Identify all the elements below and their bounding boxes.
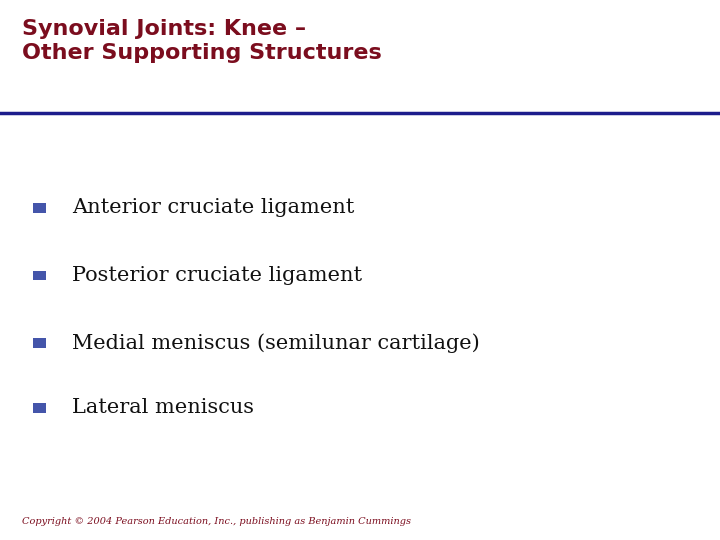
Text: Lateral meniscus: Lateral meniscus	[72, 398, 254, 417]
Text: Medial meniscus (semilunar cartilage): Medial meniscus (semilunar cartilage)	[72, 333, 480, 353]
FancyBboxPatch shape	[33, 203, 46, 213]
Text: Posterior cruciate ligament: Posterior cruciate ligament	[72, 266, 362, 285]
Text: Copyright © 2004 Pearson Education, Inc., publishing as Benjamin Cummings: Copyright © 2004 Pearson Education, Inc.…	[22, 517, 410, 526]
Text: Anterior cruciate ligament: Anterior cruciate ligament	[72, 198, 354, 218]
Text: Synovial Joints: Knee –
Other Supporting Structures: Synovial Joints: Knee – Other Supporting…	[22, 19, 382, 63]
FancyBboxPatch shape	[33, 338, 46, 348]
FancyBboxPatch shape	[33, 403, 46, 413]
FancyBboxPatch shape	[33, 271, 46, 280]
